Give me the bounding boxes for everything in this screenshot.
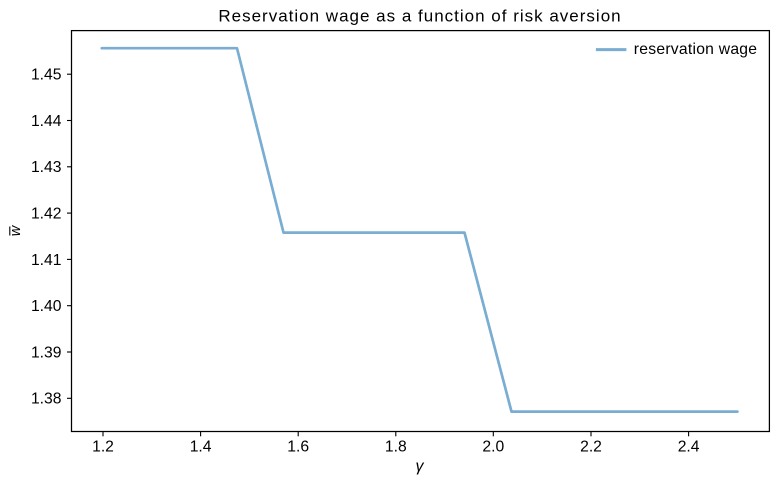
svg-text:1.6: 1.6 <box>287 439 309 456</box>
svg-text:1.38: 1.38 <box>31 391 62 408</box>
svg-text:Reservation wage as a function: Reservation wage as a function of risk a… <box>218 6 621 25</box>
svg-text:1.43: 1.43 <box>31 159 62 176</box>
svg-text:2.4: 2.4 <box>678 439 700 456</box>
svg-text:1.41: 1.41 <box>31 252 62 269</box>
svg-text:w: w <box>8 224 24 236</box>
svg-text:reservation wage: reservation wage <box>634 41 757 58</box>
svg-text:1.2: 1.2 <box>92 439 114 456</box>
svg-text:2.2: 2.2 <box>580 439 602 456</box>
svg-text:2.0: 2.0 <box>482 439 504 456</box>
svg-text:1.44: 1.44 <box>31 113 62 130</box>
svg-text:γ: γ <box>416 458 425 475</box>
svg-text:1.42: 1.42 <box>31 206 62 223</box>
svg-text:1.4: 1.4 <box>190 439 212 456</box>
svg-text:1.45: 1.45 <box>31 67 62 84</box>
svg-text:1.8: 1.8 <box>385 439 407 456</box>
svg-text:1.40: 1.40 <box>31 298 62 315</box>
svg-text:1.39: 1.39 <box>31 344 62 361</box>
